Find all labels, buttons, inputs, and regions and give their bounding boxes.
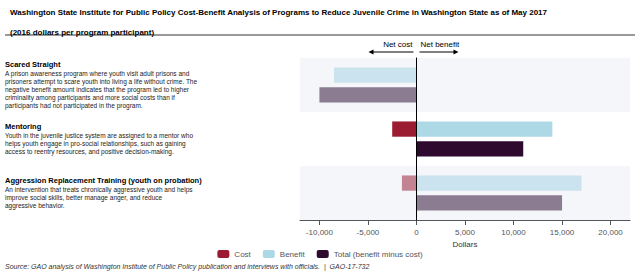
- svg-text:prisoners attempt to scare you: prisoners attempt to scare youth into li…: [5, 78, 197, 86]
- svg-text:aggressive behavior.: aggressive behavior.: [5, 202, 65, 210]
- svg-text:access to reentry resources, a: access to reentry resources, and positiv…: [5, 148, 174, 156]
- svg-text:Net cost: Net cost: [383, 40, 413, 49]
- svg-text:criminality among participants: criminality among participants and more …: [5, 94, 175, 102]
- svg-text:negative benefit amount indica: negative benefit amount indicates that t…: [5, 86, 190, 94]
- svg-text:An intervention that treats ch: An intervention that treats chronically …: [5, 186, 193, 194]
- svg-text:20,000: 20,000: [598, 228, 623, 237]
- svg-text:5,000: 5,000: [455, 228, 476, 237]
- svg-text:-5,000: -5,000: [357, 228, 380, 237]
- svg-text:Net benefit: Net benefit: [420, 40, 459, 49]
- svg-text:helps youth engage in pro-soci: helps youth engage in pro-social relatio…: [5, 140, 186, 148]
- svg-text:participants had not participa: participants had not participated in the…: [5, 102, 143, 110]
- svg-text:Source: GAO analysis of Washin: Source: GAO analysis of Washington Insti…: [5, 263, 369, 271]
- svg-text:15,000: 15,000: [550, 228, 575, 237]
- svg-text:Aggression Replacement Trainin: Aggression Replacement Training (youth o…: [5, 176, 202, 185]
- svg-text:Youth in the juvenile justice: Youth in the juvenile justice system are…: [5, 132, 193, 140]
- svg-text:Benefit: Benefit: [280, 250, 306, 259]
- svg-text:Dollars: Dollars: [453, 240, 478, 249]
- svg-text:10,000: 10,000: [501, 228, 526, 237]
- svg-text:improve social skills, better: improve social skills, better manage ang…: [5, 194, 163, 202]
- svg-text:Total (benefit minus cost): Total (benefit minus cost): [334, 250, 423, 259]
- svg-text:Cost: Cost: [234, 250, 251, 259]
- svg-text:-10,000: -10,000: [306, 228, 334, 237]
- svg-text:(2016 dollars per program part: (2016 dollars per program participant): [10, 28, 154, 37]
- svg-text:Mentoring: Mentoring: [5, 122, 42, 131]
- svg-text:Washington State Institute for: Washington State Institute for Public Po…: [10, 8, 548, 17]
- svg-text:A prison awareness program whe: A prison awareness program where youth v…: [5, 70, 190, 78]
- svg-text:Scared Straight: Scared Straight: [5, 60, 61, 69]
- svg-text:0: 0: [414, 228, 419, 237]
